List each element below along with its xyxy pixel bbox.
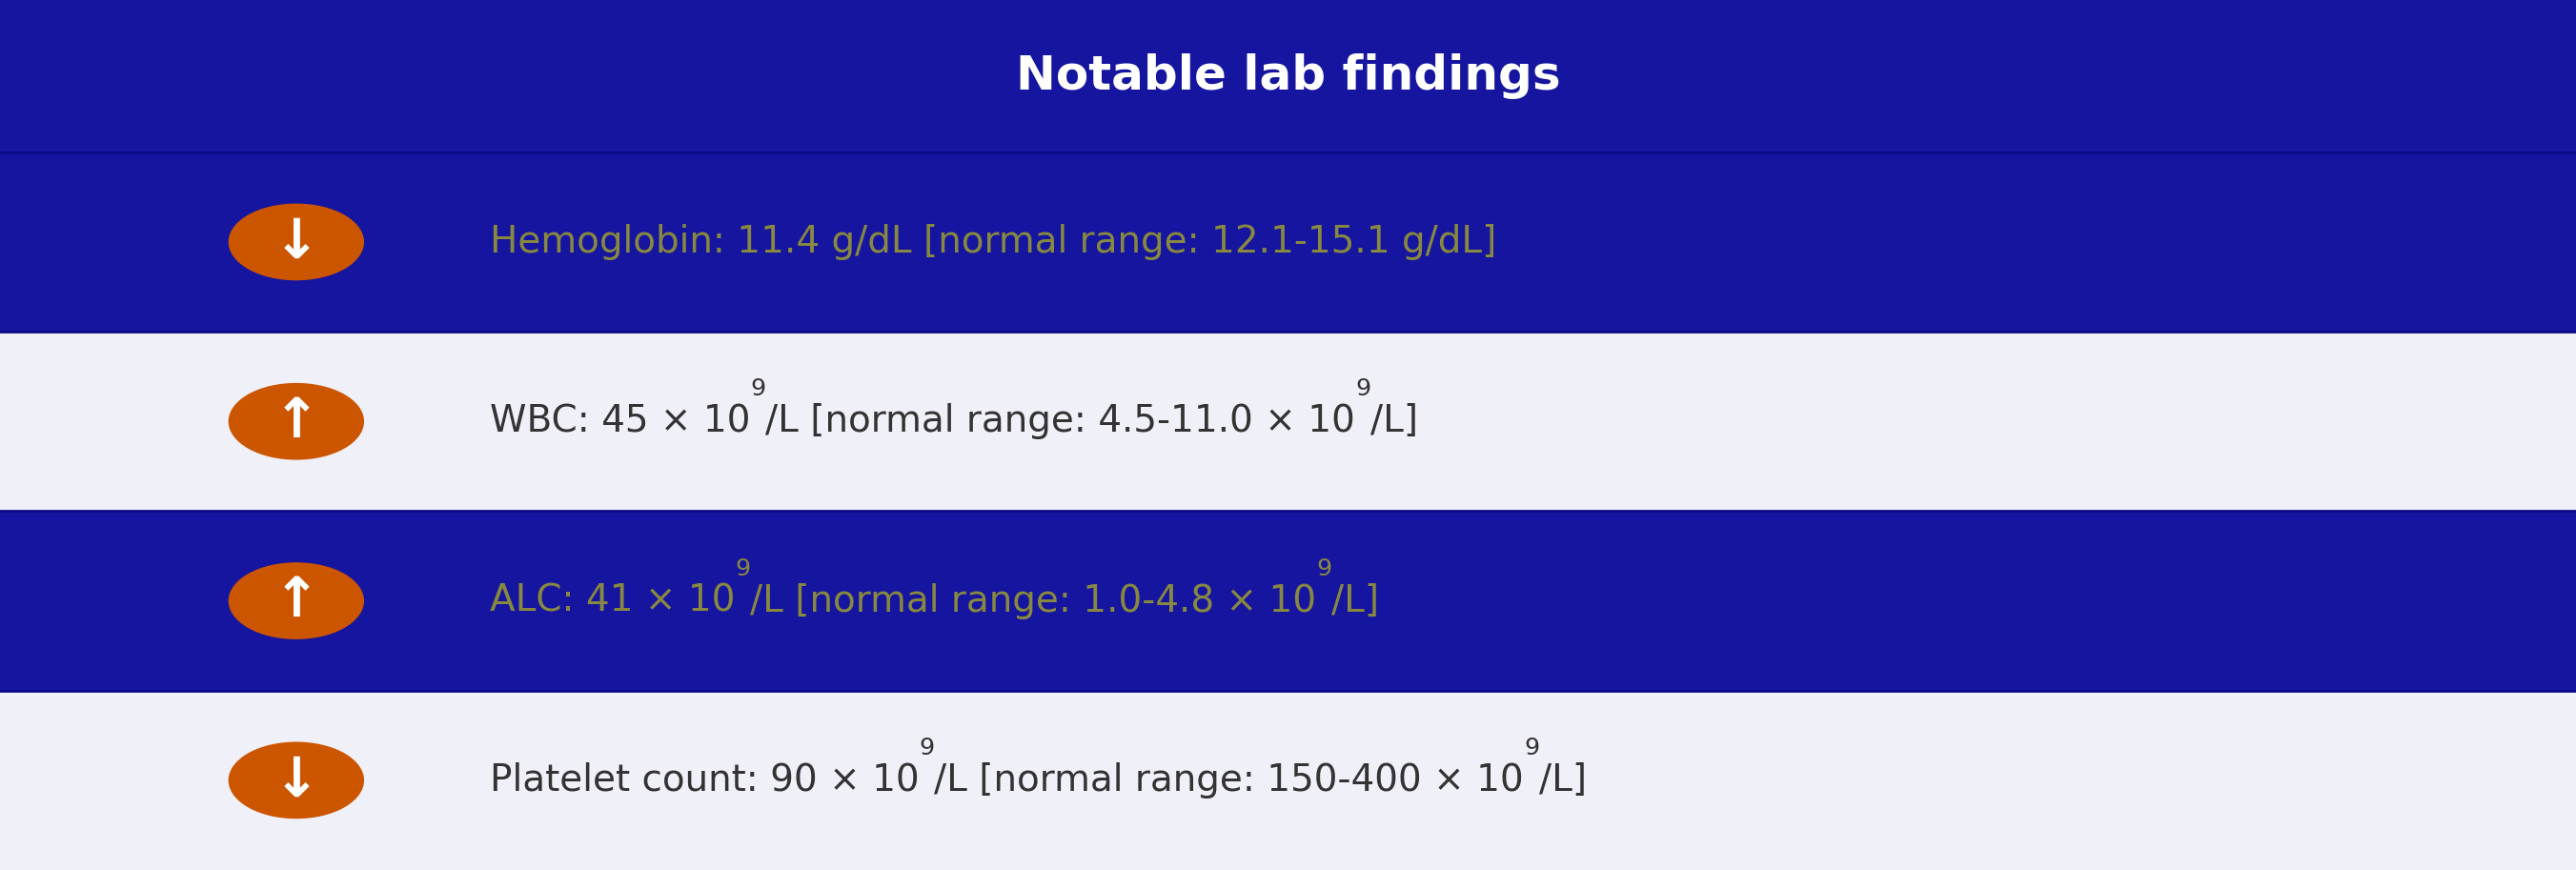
Text: /L [normal range: 4.5-11.0 × 10: /L [normal range: 4.5-11.0 × 10 [765,404,1355,439]
Text: ↓: ↓ [273,215,319,269]
Text: /L [normal range: 1.0-4.8 × 10: /L [normal range: 1.0-4.8 × 10 [750,583,1316,619]
Text: /L]: /L] [1370,404,1419,439]
Text: 9: 9 [1355,378,1370,400]
Text: 9: 9 [920,737,935,760]
Text: 9: 9 [734,557,750,580]
Bar [0,152,2576,331]
Bar [0,512,2576,691]
Text: ↑: ↑ [273,394,319,449]
Text: WBC: 45 × 10: WBC: 45 × 10 [489,404,750,439]
Ellipse shape [229,383,363,460]
Ellipse shape [229,562,363,639]
Text: Hemoglobin: 11.4 g/dL [normal range: 12.1-15.1 g/dL]: Hemoglobin: 11.4 g/dL [normal range: 12.… [489,224,1497,260]
Text: 9: 9 [1525,737,1540,760]
Text: ALC: 41 × 10: ALC: 41 × 10 [489,583,734,619]
Text: 9: 9 [1316,557,1332,580]
Bar [0,331,2576,512]
Text: ↓: ↓ [273,753,319,807]
Text: /L]: /L] [1540,762,1587,799]
Text: /L]: /L] [1332,583,1381,619]
Bar [0,0,2576,152]
Text: ↑: ↑ [273,573,319,628]
Text: /L [normal range: 150-400 × 10: /L [normal range: 150-400 × 10 [935,762,1525,799]
Text: 9: 9 [750,378,765,400]
Text: Platelet count: 90 × 10: Platelet count: 90 × 10 [489,762,920,799]
Bar [0,691,2576,870]
Ellipse shape [229,742,363,819]
Text: Notable lab findings: Notable lab findings [1015,53,1561,99]
Ellipse shape [229,204,363,280]
